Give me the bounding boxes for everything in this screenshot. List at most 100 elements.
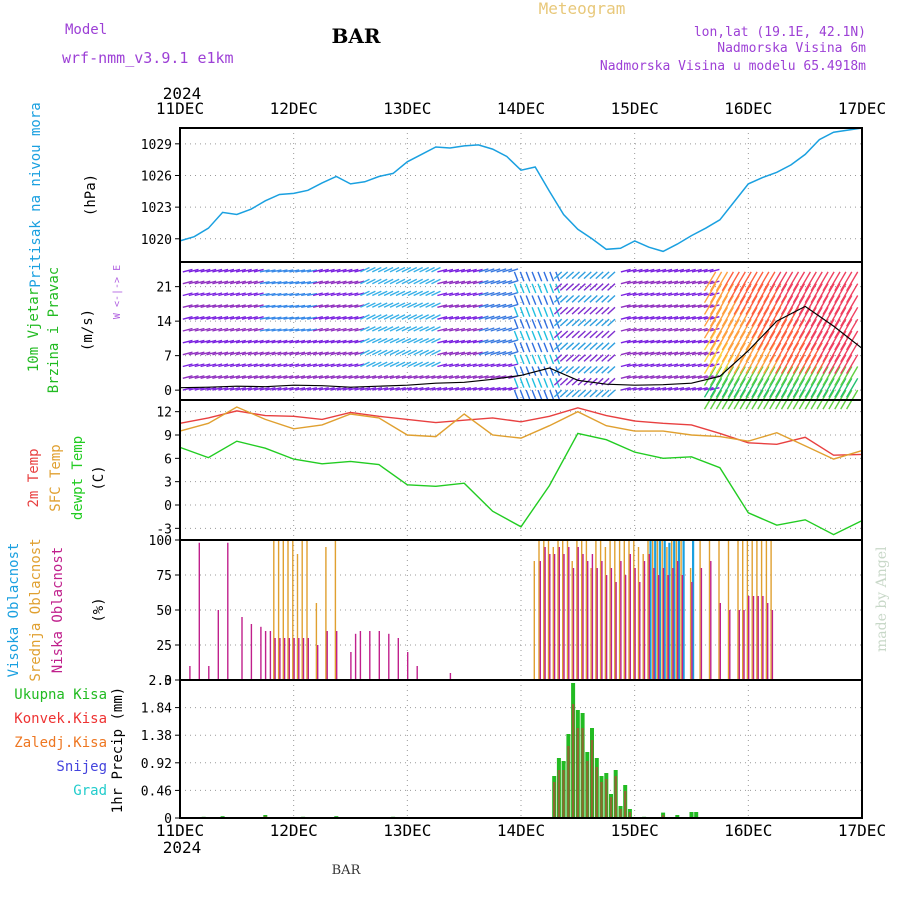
wind-barb xyxy=(745,318,758,339)
wind-barb xyxy=(389,314,400,320)
wind-barb xyxy=(751,377,764,398)
wind-barb xyxy=(519,389,525,400)
wind-barb xyxy=(472,280,483,285)
wind-barb xyxy=(840,271,853,292)
wind-barb xyxy=(840,283,853,304)
wind-barb xyxy=(674,316,685,320)
wind-barb xyxy=(549,283,555,294)
wind-barb xyxy=(662,387,673,391)
wind-barb xyxy=(650,387,661,391)
wind-ylabel-a: 10m Vjetar xyxy=(26,288,42,372)
wind-barb xyxy=(218,268,229,273)
wind-barb xyxy=(371,361,382,368)
wind-barb xyxy=(395,278,406,285)
wind-barb xyxy=(466,292,477,297)
wind-barb xyxy=(571,342,580,351)
wind-barb xyxy=(810,330,823,351)
wind-barb xyxy=(571,365,580,374)
wind-barb xyxy=(224,292,235,297)
wind-barb xyxy=(685,304,696,308)
wind-barb xyxy=(478,303,489,308)
wind-barb xyxy=(277,269,288,273)
wind-barb xyxy=(601,330,610,339)
wind-barb xyxy=(656,363,667,368)
wind-barb xyxy=(620,268,631,273)
wind-barb xyxy=(816,330,829,351)
wind-barb xyxy=(786,283,800,304)
wind-barb xyxy=(235,375,246,379)
wind-barb xyxy=(513,342,519,353)
wind-barb xyxy=(553,354,563,362)
wind-barb xyxy=(822,283,835,304)
wind-barb xyxy=(212,351,223,356)
wind-barb xyxy=(377,337,388,344)
wind-barb xyxy=(774,342,788,363)
wind-barb xyxy=(212,268,223,273)
wind-barb xyxy=(638,292,649,297)
wind-barb xyxy=(419,302,429,308)
wind-barb xyxy=(577,389,586,398)
wind-barb xyxy=(583,283,592,291)
wind-barb xyxy=(745,295,758,315)
wind-barb xyxy=(709,327,720,332)
wind-barb xyxy=(484,351,495,356)
wind-barb xyxy=(460,339,471,344)
wind-barb xyxy=(607,389,616,398)
wind-barb xyxy=(295,316,306,320)
bottom-x-tick-label: 14DEC xyxy=(497,821,545,840)
wind-barb xyxy=(490,315,501,320)
wind-barb xyxy=(460,375,471,379)
wind-barb xyxy=(206,280,217,285)
wind-barb xyxy=(531,271,537,282)
cloud-ylabel-high: Visoka Oblacnost xyxy=(6,543,22,678)
time-axes: 11DEC 11DEC 12DEC 12DEC 13DEC 13DEC 14DEC 14DEC… xyxy=(156,84,886,857)
wind-barb xyxy=(283,316,294,320)
precip-legend-entry: Konvek.Kisa xyxy=(14,711,107,727)
wind-barb xyxy=(194,363,205,368)
wind-barb xyxy=(247,280,258,285)
wind-barb xyxy=(626,316,637,320)
wind-barb xyxy=(206,363,217,368)
wind-barb xyxy=(253,316,264,320)
wind-barb xyxy=(632,375,643,379)
wind-barb xyxy=(472,375,483,379)
wind-barb xyxy=(212,339,223,344)
wind-barb xyxy=(372,375,383,379)
wind-barb xyxy=(595,389,604,398)
wind-barb xyxy=(828,306,841,327)
wind-barb xyxy=(780,330,794,351)
wind-barb xyxy=(277,387,288,391)
y-tick-label: 1023 xyxy=(141,201,172,216)
wind-barb xyxy=(656,351,667,356)
wind-barb xyxy=(727,271,740,292)
y-tick-label: 25 xyxy=(156,639,172,654)
wind-barb xyxy=(786,366,800,386)
wind-barb xyxy=(828,354,841,374)
wind-barb xyxy=(553,342,563,351)
wind-barb xyxy=(679,280,690,285)
wind-barb xyxy=(685,339,696,344)
wind-barb xyxy=(496,327,507,332)
wind-barb xyxy=(769,377,782,398)
wind-barb xyxy=(553,271,563,280)
station-title: BAR xyxy=(331,24,380,48)
wind-barb xyxy=(366,349,376,356)
wind-barb xyxy=(401,314,412,320)
wind-barb xyxy=(595,318,604,327)
wind-barb xyxy=(348,387,359,391)
wind-barb xyxy=(455,363,466,368)
wind-barb xyxy=(484,327,495,332)
wind-barb xyxy=(289,339,300,344)
wind-barb xyxy=(318,316,329,320)
wind-barb xyxy=(559,389,569,398)
wind-barb xyxy=(583,271,592,280)
wind-barb xyxy=(508,291,519,297)
wind-barb xyxy=(395,302,406,308)
wind-barb xyxy=(565,377,575,386)
wind-barb xyxy=(626,339,637,344)
wind-barb xyxy=(543,330,549,341)
wind-barb xyxy=(745,330,758,351)
wind-barb xyxy=(407,326,418,332)
wind-barb xyxy=(531,366,537,377)
wind-barb xyxy=(230,280,241,285)
